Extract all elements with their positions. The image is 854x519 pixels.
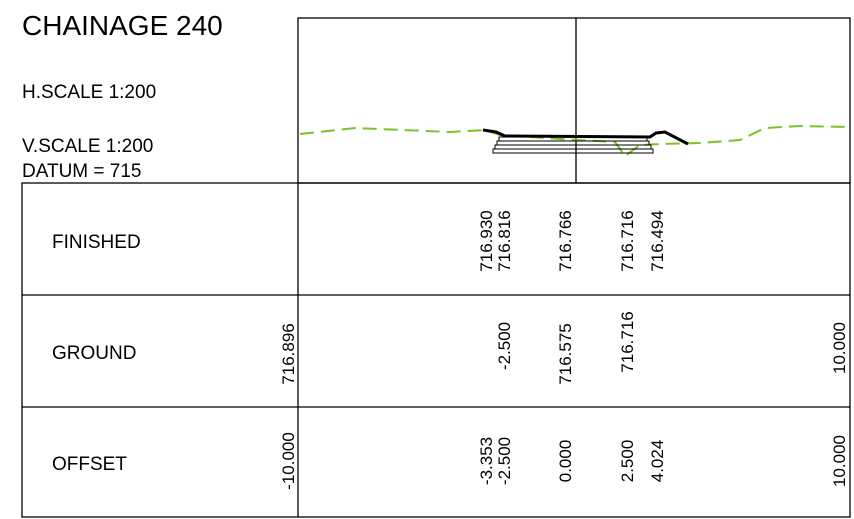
ground-value: 716.896: [279, 323, 298, 384]
ground-value: -2.500: [495, 322, 514, 370]
frame: [21, 17, 851, 518]
offset-value: -10.000: [279, 432, 298, 490]
ground-value: 10.000: [830, 322, 849, 374]
finished-value: 716.766: [556, 210, 575, 271]
finished-design-line: [482, 128, 689, 146]
plot-area-border: [297, 17, 851, 184]
offset-value: 4.024: [648, 440, 667, 483]
offset-value: 2.500: [618, 440, 637, 483]
offset-value: 10.000: [830, 435, 849, 487]
row-label-offset: OFFSET: [52, 454, 127, 475]
offset-value: -3.353: [477, 437, 496, 485]
finished-value: 716.816: [495, 210, 514, 271]
finished-value: 716.930: [477, 210, 496, 271]
pavement-layer: [492, 148, 654, 154]
row-label-ground: GROUND: [52, 343, 136, 364]
vertical-scale-label: V.SCALE 1:200: [22, 136, 154, 157]
horizontal-scale-label: H.SCALE 1:200: [22, 82, 157, 103]
chainage-title: CHAINAGE 240: [22, 10, 223, 41]
data-table-border: [21, 182, 851, 518]
ground-value: 716.575: [556, 323, 575, 384]
pavement-layer: [496, 140, 650, 146]
finished-value: 716.716: [618, 210, 637, 271]
row-label-finished: FINISHED: [52, 232, 141, 253]
offset-value: -2.500: [495, 437, 514, 485]
pavement-layer: [494, 144, 652, 150]
offset-value: 0.000: [556, 440, 575, 483]
datum-label: DATUM = 715: [22, 161, 142, 182]
ground-profile-line: [299, 124, 851, 158]
ground-value: 716.716: [618, 311, 637, 372]
finished-value: 716.494: [648, 210, 667, 271]
